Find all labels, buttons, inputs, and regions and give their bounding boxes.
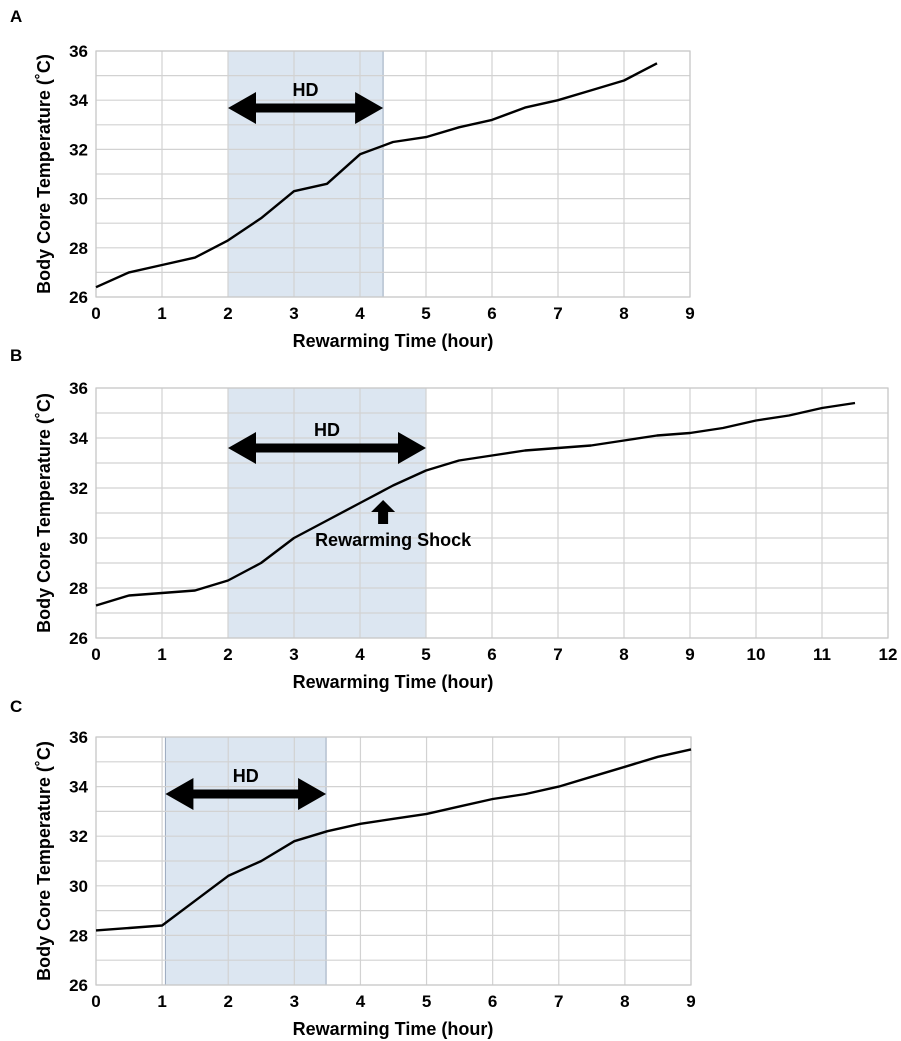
x-tick-label: 8 [619, 645, 628, 664]
rewarming-shock-label: Rewarming Shock [315, 530, 472, 550]
y-tick-label: 28 [69, 579, 88, 598]
x-tick-label: 0 [91, 645, 100, 664]
panel-letter: C [10, 697, 22, 716]
x-tick-label: 2 [223, 645, 232, 664]
x-tick-label: 2 [223, 304, 232, 323]
x-tick-label: 7 [553, 645, 562, 664]
rewarming-shock-arrow [371, 500, 396, 524]
y-tick-label: 32 [69, 140, 88, 159]
x-tick-label: 0 [91, 992, 100, 1011]
x-tick-label: 3 [289, 304, 298, 323]
x-axis-title: Rewarming Time (hour) [293, 1019, 494, 1039]
plot-frame [95, 736, 692, 986]
y-axis-title: Body Core Temperature (˚C) [34, 393, 54, 633]
x-tick-label: 1 [157, 645, 166, 664]
y-tick-label: 34 [69, 429, 88, 448]
x-tick-label: 6 [488, 992, 497, 1011]
y-tick-label: 32 [69, 827, 88, 846]
y-tick-label: 28 [69, 239, 88, 258]
panel-letter: B [10, 346, 22, 365]
x-axis-title: Rewarming Time (hour) [293, 672, 494, 692]
x-tick-label: 6 [487, 304, 496, 323]
y-tick-label: 26 [69, 629, 88, 648]
x-tick-label: 8 [619, 304, 628, 323]
x-tick-label: 9 [685, 645, 694, 664]
hd-double-arrow [228, 432, 426, 464]
y-tick-label: 30 [69, 877, 88, 896]
x-tick-label: 5 [421, 645, 430, 664]
x-tick-label: 5 [421, 304, 430, 323]
x-tick-label: 3 [289, 645, 298, 664]
x-tick-label: 2 [223, 992, 232, 1011]
x-tick-label: 9 [686, 992, 695, 1011]
x-tick-label: 3 [290, 992, 299, 1011]
y-tick-label: 32 [69, 479, 88, 498]
x-tick-label: 9 [685, 304, 694, 323]
y-axis-title: Body Core Temperature (˚C) [34, 54, 54, 294]
x-tick-label: 7 [553, 304, 562, 323]
x-tick-label: 4 [356, 992, 366, 1011]
y-axis-title: Body Core Temperature (˚C) [34, 741, 54, 981]
plot-frame [95, 387, 889, 639]
x-tick-label: 7 [554, 992, 563, 1011]
x-tick-label: 0 [91, 304, 100, 323]
hd-double-arrow [228, 92, 384, 124]
x-tick-label: 1 [157, 992, 166, 1011]
temperature-series-line [95, 62, 658, 289]
hd-double-arrow [165, 778, 327, 810]
x-tick-label: 5 [422, 992, 431, 1011]
x-tick-label: 1 [157, 304, 166, 323]
y-tick-label: 36 [69, 42, 88, 61]
plot-frame [95, 50, 691, 298]
x-tick-label: 10 [747, 645, 766, 664]
y-tick-label: 36 [69, 728, 88, 747]
hd-label: HD [314, 420, 340, 440]
x-tick-label: 4 [355, 304, 365, 323]
hd-label: HD [293, 80, 319, 100]
y-tick-label: 34 [69, 778, 88, 797]
y-tick-label: 26 [69, 288, 88, 307]
hd-label: HD [233, 766, 259, 786]
y-tick-label: 36 [69, 379, 88, 398]
x-axis-title: Rewarming Time (hour) [293, 331, 494, 351]
y-tick-label: 34 [69, 91, 88, 110]
panel-letter: A [10, 7, 22, 26]
y-tick-label: 28 [69, 926, 88, 945]
x-tick-label: 12 [879, 645, 898, 664]
y-tick-label: 30 [69, 190, 88, 209]
temperature-series-line [95, 401, 856, 607]
x-tick-label: 6 [487, 645, 496, 664]
temperature-series-line [95, 748, 692, 932]
y-tick-label: 30 [69, 529, 88, 548]
x-tick-label: 8 [620, 992, 629, 1011]
x-tick-label: 4 [355, 645, 365, 664]
x-tick-label: 11 [813, 645, 831, 664]
y-tick-label: 26 [69, 976, 88, 995]
